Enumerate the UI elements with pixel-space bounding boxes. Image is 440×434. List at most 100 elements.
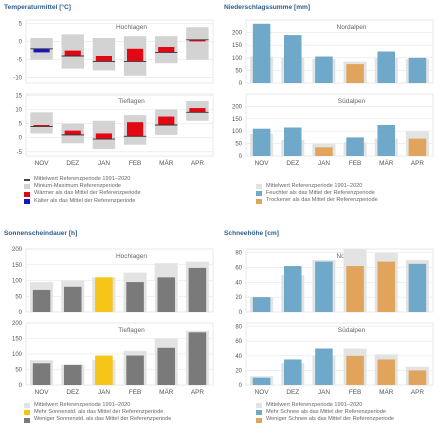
y-tick-label: 10	[15, 108, 22, 114]
y-tick-label: 0	[19, 40, 23, 46]
panel-sunshine: Sonnenscheindauer [h] 200 150 100 50 0 Hochla…	[0, 217, 220, 434]
legend-item: Mittelwert Referenzperiode 1991–2020	[256, 402, 394, 409]
legend-label: Trockener als das Mittel der Referenzper…	[266, 197, 378, 204]
value-bar	[377, 125, 396, 156]
anomaly-bar	[127, 122, 144, 137]
x-tick-label: JAN	[318, 389, 330, 396]
y-tick-label: 80	[235, 325, 242, 331]
legend-item: Trockener als das Mittel der Referenzper…	[256, 197, 378, 204]
y-tick-label: 5	[19, 22, 23, 28]
legend-item: Kälter als das Mittel der Referenzperiod…	[24, 198, 141, 205]
legend-swatch	[24, 417, 30, 423]
y-tick-label: 100	[232, 56, 243, 62]
x-tick-label: FEB	[349, 389, 361, 396]
legend: Mittelwert Referenzperiode 1991–2020 Min…	[24, 176, 141, 205]
legend: Mittelwert Referenzperiode 1991–2020 Meh…	[256, 402, 394, 424]
y-tick-label: 200	[12, 247, 23, 253]
anomaly-bar	[189, 39, 206, 42]
x-tick-label: NOV	[255, 160, 270, 167]
legend-swatch	[24, 403, 30, 409]
y-tick-label: 200	[12, 321, 23, 327]
subplot-label: Hochlagen	[116, 24, 147, 31]
value-bar	[32, 289, 51, 312]
temperature-chart: 5 0 -5 -10 Hochlagen 15 10 5 0 -5 Tieflagen NOV DEZ J…	[13, 19, 214, 167]
y-tick-label: 200	[232, 104, 243, 110]
y-tick-label: 0	[19, 310, 23, 316]
sunshine-chart: 200 150 100 50 0 Hochlagen 200 150 100 50 0 Tieflag…	[12, 247, 214, 396]
value-bar	[188, 332, 207, 385]
value-bar	[408, 370, 427, 385]
value-bar	[346, 137, 364, 156]
y-tick-label: 100	[12, 352, 23, 358]
y-tick-label: 150	[232, 117, 243, 123]
panel-precipitation: Niederschlagssumme [mm] 200 150 100 50 0 Nord…	[220, 0, 440, 217]
legend-item: Mittelwert Referenzperiode 1991–2020	[256, 183, 378, 190]
y-tick-label: 150	[12, 337, 23, 343]
x-tick-label: MÄR	[379, 159, 394, 167]
legend-swatch	[24, 410, 30, 416]
x-tick-label: APR	[191, 389, 205, 396]
x-tick-label: APR	[191, 160, 205, 167]
anomaly-bar	[64, 50, 81, 56]
value-bar	[126, 282, 144, 312]
value-bar	[252, 128, 271, 156]
legend-label: Kälter als das Mittel der Referenzperiod…	[34, 197, 136, 204]
x-tick-label: APR	[411, 160, 425, 167]
y-tick-label: 40	[235, 354, 242, 360]
x-tick-label: JAN	[98, 389, 110, 396]
y-tick-label: 50	[15, 294, 22, 300]
subplot-label: Nordalpen	[337, 24, 367, 31]
y-tick-label: 150	[12, 263, 23, 269]
value-bar	[315, 147, 333, 156]
y-tick-label: 0	[19, 136, 23, 142]
subplot-label: Südalpen	[338, 327, 366, 334]
y-tick-label: 50	[235, 142, 242, 148]
value-bar	[157, 347, 176, 385]
value-bar	[315, 348, 333, 385]
value-bar	[346, 266, 364, 312]
range-box	[186, 27, 209, 60]
legend: Mittelwert Referenzperiode 1991–2020 Feu…	[256, 183, 378, 205]
y-tick-label: 15	[15, 93, 22, 99]
legend-swatch	[256, 417, 262, 423]
value-bar	[252, 297, 271, 312]
y-tick-label: 100	[12, 279, 23, 285]
x-tick-label: MÄR	[379, 388, 394, 396]
y-tick-label: 150	[232, 43, 243, 49]
value-bar	[283, 35, 302, 83]
legend-item: Wärmer als das Mittel der Referenzperiod…	[24, 190, 141, 197]
value-bar	[315, 56, 333, 83]
anomaly-bar	[127, 48, 144, 62]
x-tick-label: FEB	[129, 160, 141, 167]
y-tick-label: 20	[235, 295, 242, 301]
value-bar	[126, 355, 144, 385]
anomaly-bar	[189, 108, 206, 113]
anomaly-bar	[95, 133, 112, 140]
y-tick-label: 50	[15, 368, 22, 374]
legend-swatch	[256, 410, 262, 416]
panel-title: Niederschlagssumme [mm]	[224, 4, 311, 11]
y-tick-label: 60	[235, 339, 242, 345]
value-bar	[283, 359, 302, 385]
x-tick-label: FEB	[349, 160, 361, 167]
anomaly-bar	[158, 116, 175, 125]
y-tick-label: 0	[239, 154, 243, 160]
legend-swatch	[256, 198, 262, 204]
value-bar	[63, 364, 82, 385]
legend-swatch	[256, 184, 262, 190]
y-tick-label: 50	[235, 68, 242, 74]
subplot-label: Tieflagen	[118, 327, 145, 334]
y-tick-label: 60	[235, 266, 242, 272]
x-tick-label: DEZ	[286, 160, 299, 167]
legend-item: Mehr Sonnenstd. als das Mittel der Refer…	[24, 409, 171, 416]
value-bar	[252, 377, 271, 385]
value-bar	[377, 51, 396, 83]
legend-item: Mehr Schnee als das Mittel der Referenzp…	[256, 409, 394, 416]
range-box	[92, 38, 116, 71]
legend-item: Weniger Sonnenstd. als das Mittel der Re…	[24, 416, 171, 423]
value-bar	[95, 277, 113, 312]
x-tick-label: MÄR	[159, 388, 174, 396]
x-tick-label: JAN	[98, 160, 110, 167]
legend-swatch	[256, 191, 262, 197]
x-tick-label: MÄR	[159, 159, 174, 167]
